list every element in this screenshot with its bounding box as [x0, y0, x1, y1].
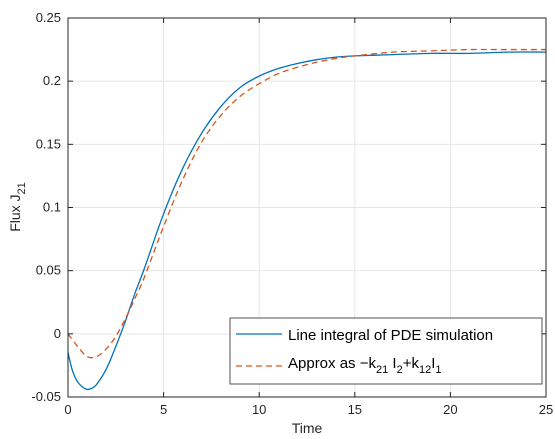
- series-line-pde-simulation: [67, 51, 547, 391]
- y-tick-label: 0.2: [43, 73, 61, 88]
- series-line-approximation: [67, 48, 546, 359]
- y-tick-label: 0: [54, 326, 61, 341]
- legend-box: [229, 317, 543, 385]
- axis-ticks: [67, 17, 547, 398]
- y-axis-label-main: Flux J: [7, 194, 23, 231]
- y-axis-label-subscript: 21: [16, 182, 28, 194]
- x-tick-label: 20: [443, 402, 457, 417]
- x-tick-label: 5: [160, 402, 167, 417]
- x-tick-label: 25: [539, 402, 553, 417]
- legend-approx-mid3: I: [431, 355, 435, 372]
- legend-approx-prefix: Approx as −k: [288, 355, 376, 372]
- y-tick-label: 0.05: [36, 263, 61, 278]
- x-tick-label: 10: [252, 402, 266, 417]
- y-axis-label: Flux J21: [7, 182, 28, 232]
- legend: Line integral of PDE simulation Approx a…: [229, 317, 543, 385]
- legend-approx-sub3: 12: [419, 364, 431, 376]
- legend-approx-sub1: 21: [376, 364, 388, 376]
- y-tick-label: 0.1: [43, 200, 61, 215]
- legend-label-approx: Approx as −k21 I2+k12I1: [288, 355, 442, 376]
- legend-approx-mid1: I: [388, 355, 396, 372]
- y-tick-label: 0.15: [36, 136, 61, 151]
- legend-approx-sub2: 2: [397, 364, 403, 376]
- legend-label-pde: Line integral of PDE simulation: [288, 327, 493, 344]
- x-axis-label: Time: [292, 420, 323, 436]
- legend-approx-sub4: 1: [435, 364, 441, 376]
- y-tick-label: -0.05: [31, 389, 61, 404]
- x-tick-label: 0: [64, 402, 71, 417]
- y-tick-label: 0.25: [36, 10, 61, 25]
- svg-text:Flux J21: Flux J21: [7, 182, 28, 232]
- x-tick-label: 15: [348, 402, 362, 417]
- legend-approx-mid2: +k: [403, 355, 420, 372]
- series-layer: [67, 48, 547, 391]
